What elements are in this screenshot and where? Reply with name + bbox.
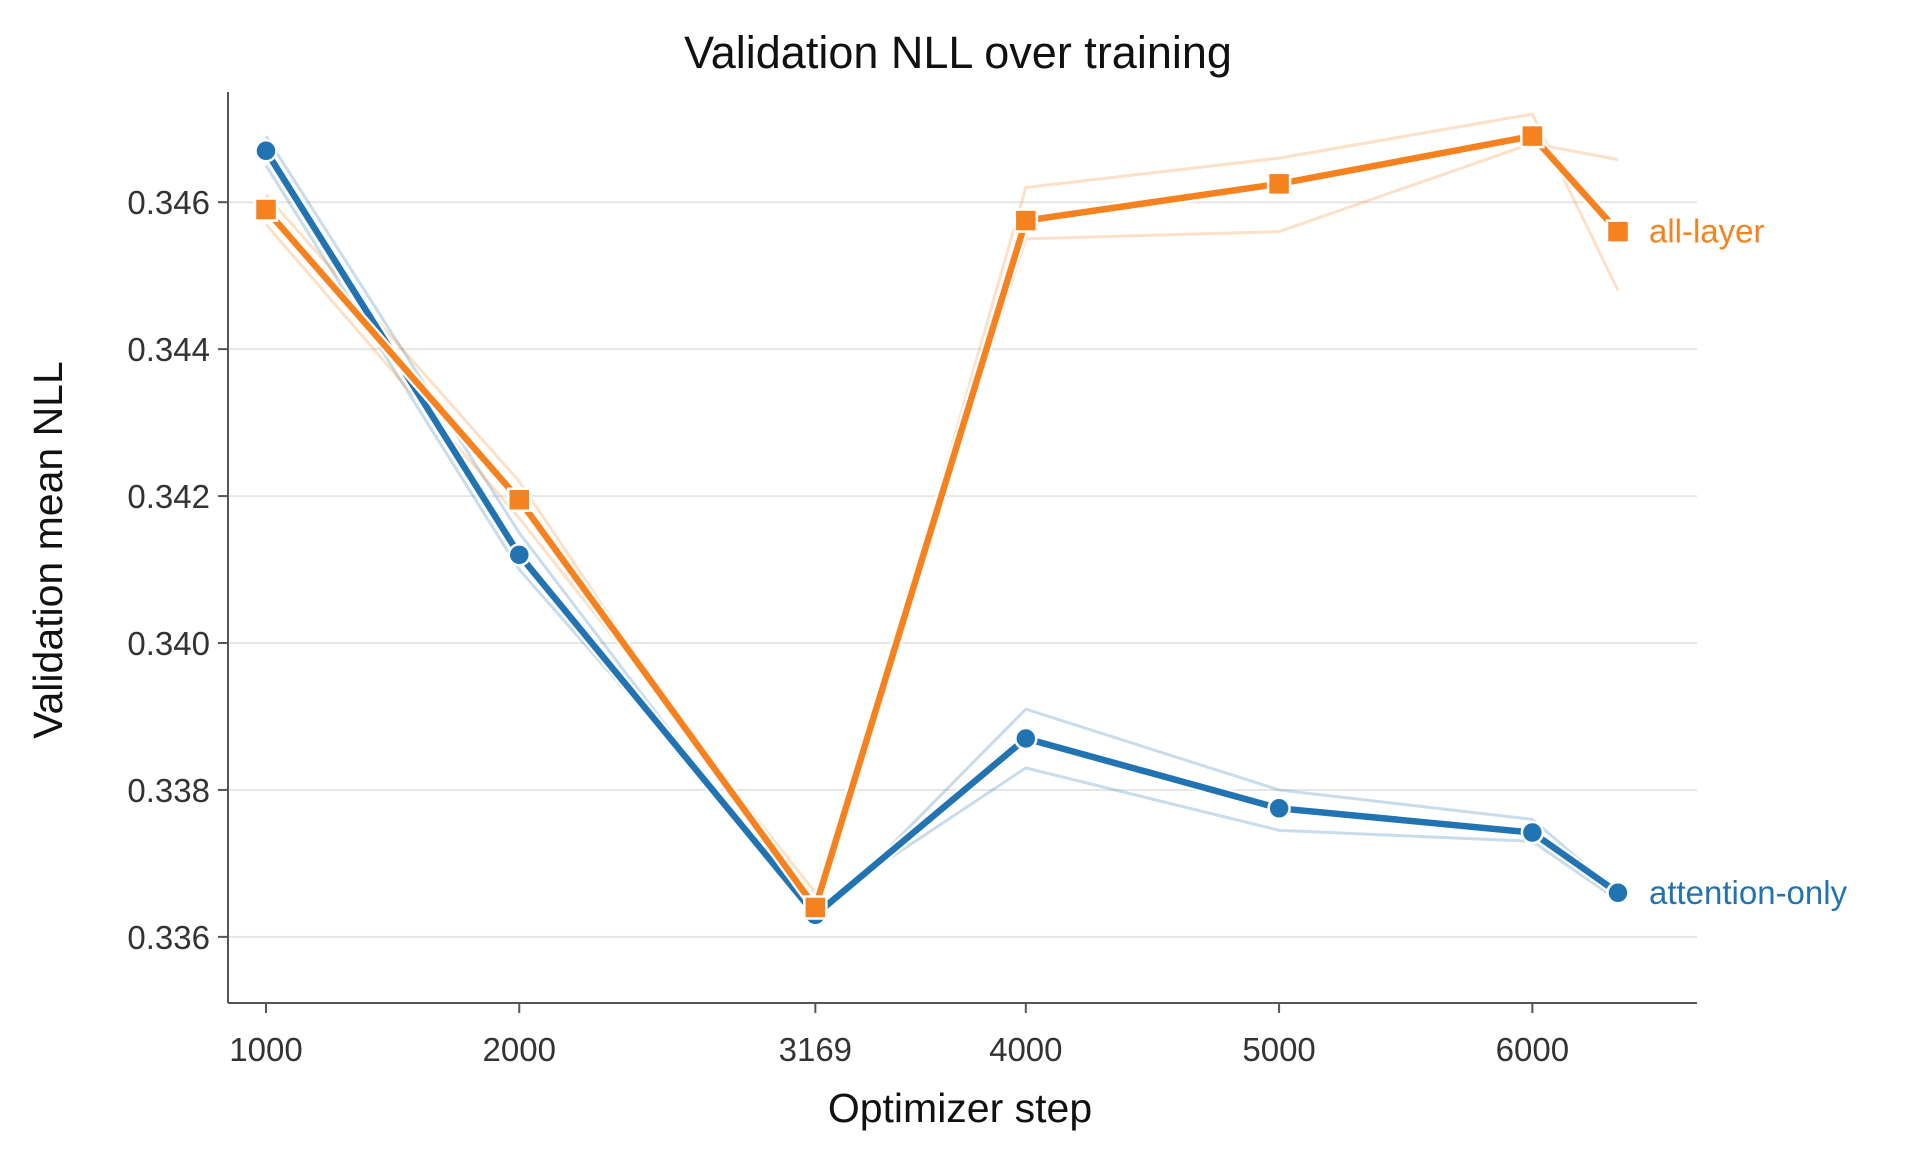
all-layer-point (1520, 123, 1545, 149)
y-tick-label: 0.346 (127, 184, 210, 221)
attention-only-run-line (264, 135, 1619, 924)
attention-only-point (1267, 796, 1291, 821)
attention-only-point (254, 139, 278, 163)
attention-only-line-halo (261, 147, 1622, 921)
x-tick-label: 2000 (483, 1031, 556, 1068)
attention-only-line (262, 147, 1622, 919)
all-layer-point (1013, 208, 1039, 233)
attention-only-point (1520, 820, 1545, 845)
x-axis-label: Optimizer step (828, 1085, 1092, 1131)
all-layer-label: all-layer (1649, 213, 1765, 250)
attention-only-point (1606, 881, 1630, 905)
y-tick-label: 0.344 (127, 331, 210, 368)
y-axis-label: Validation mean NLL (25, 361, 71, 739)
all-layer-point (507, 487, 532, 512)
axes (218, 92, 1697, 1013)
y-tick-label: 0.336 (127, 919, 210, 956)
x-tick-label: 1000 (229, 1031, 302, 1068)
chart-title: Validation NLL over training (684, 27, 1232, 78)
x-tick-labels: 1000 2000 3169 4000 5000 6000 (229, 1031, 1569, 1068)
grid-lines (228, 201, 1697, 938)
attention-only-run-line (264, 164, 1619, 909)
attention-only-point (507, 543, 532, 567)
attention-only-label: attention-only (1649, 874, 1848, 911)
all-layer-point (253, 197, 279, 222)
all-layer-line-halo (261, 130, 1623, 913)
x-tick-label: 5000 (1242, 1031, 1315, 1068)
series-lines (261, 130, 1623, 921)
x-tick-label: 3169 (779, 1031, 852, 1068)
x-tick-label: 4000 (989, 1031, 1062, 1068)
all-layer-line (262, 132, 1622, 911)
all-layer-run-line (264, 112, 1620, 924)
attention-only-point (1014, 726, 1038, 751)
all-layer-run-line (264, 141, 1619, 895)
series-markers (253, 123, 1631, 927)
y-tick-label: 0.338 (127, 772, 210, 809)
x-tick-label: 6000 (1496, 1031, 1569, 1068)
y-tick-label: 0.342 (127, 478, 210, 515)
series-end-labels: attention-only all-layer (1649, 213, 1848, 911)
individual-run-lines (264, 112, 1620, 924)
all-layer-point (1605, 219, 1631, 244)
y-tick-label: 0.340 (127, 625, 210, 662)
y-tick-labels: 0.336 0.338 0.340 0.342 0.344 0.346 (127, 184, 210, 956)
all-layer-point (1266, 171, 1292, 197)
all-layer-point (803, 895, 828, 920)
